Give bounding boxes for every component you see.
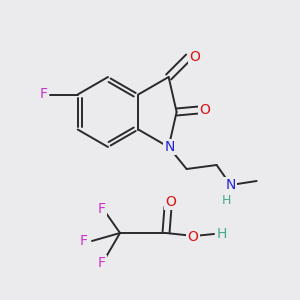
Text: N: N: [225, 178, 236, 192]
Text: F: F: [40, 88, 48, 101]
Text: H: H: [217, 227, 227, 241]
Text: F: F: [98, 256, 106, 270]
Text: H: H: [222, 194, 231, 208]
Text: F: F: [80, 234, 88, 248]
Text: O: O: [199, 103, 210, 117]
Text: O: O: [189, 50, 200, 64]
Text: O: O: [166, 195, 176, 209]
Text: N: N: [164, 140, 175, 154]
Text: F: F: [98, 202, 106, 216]
Text: O: O: [188, 230, 198, 244]
